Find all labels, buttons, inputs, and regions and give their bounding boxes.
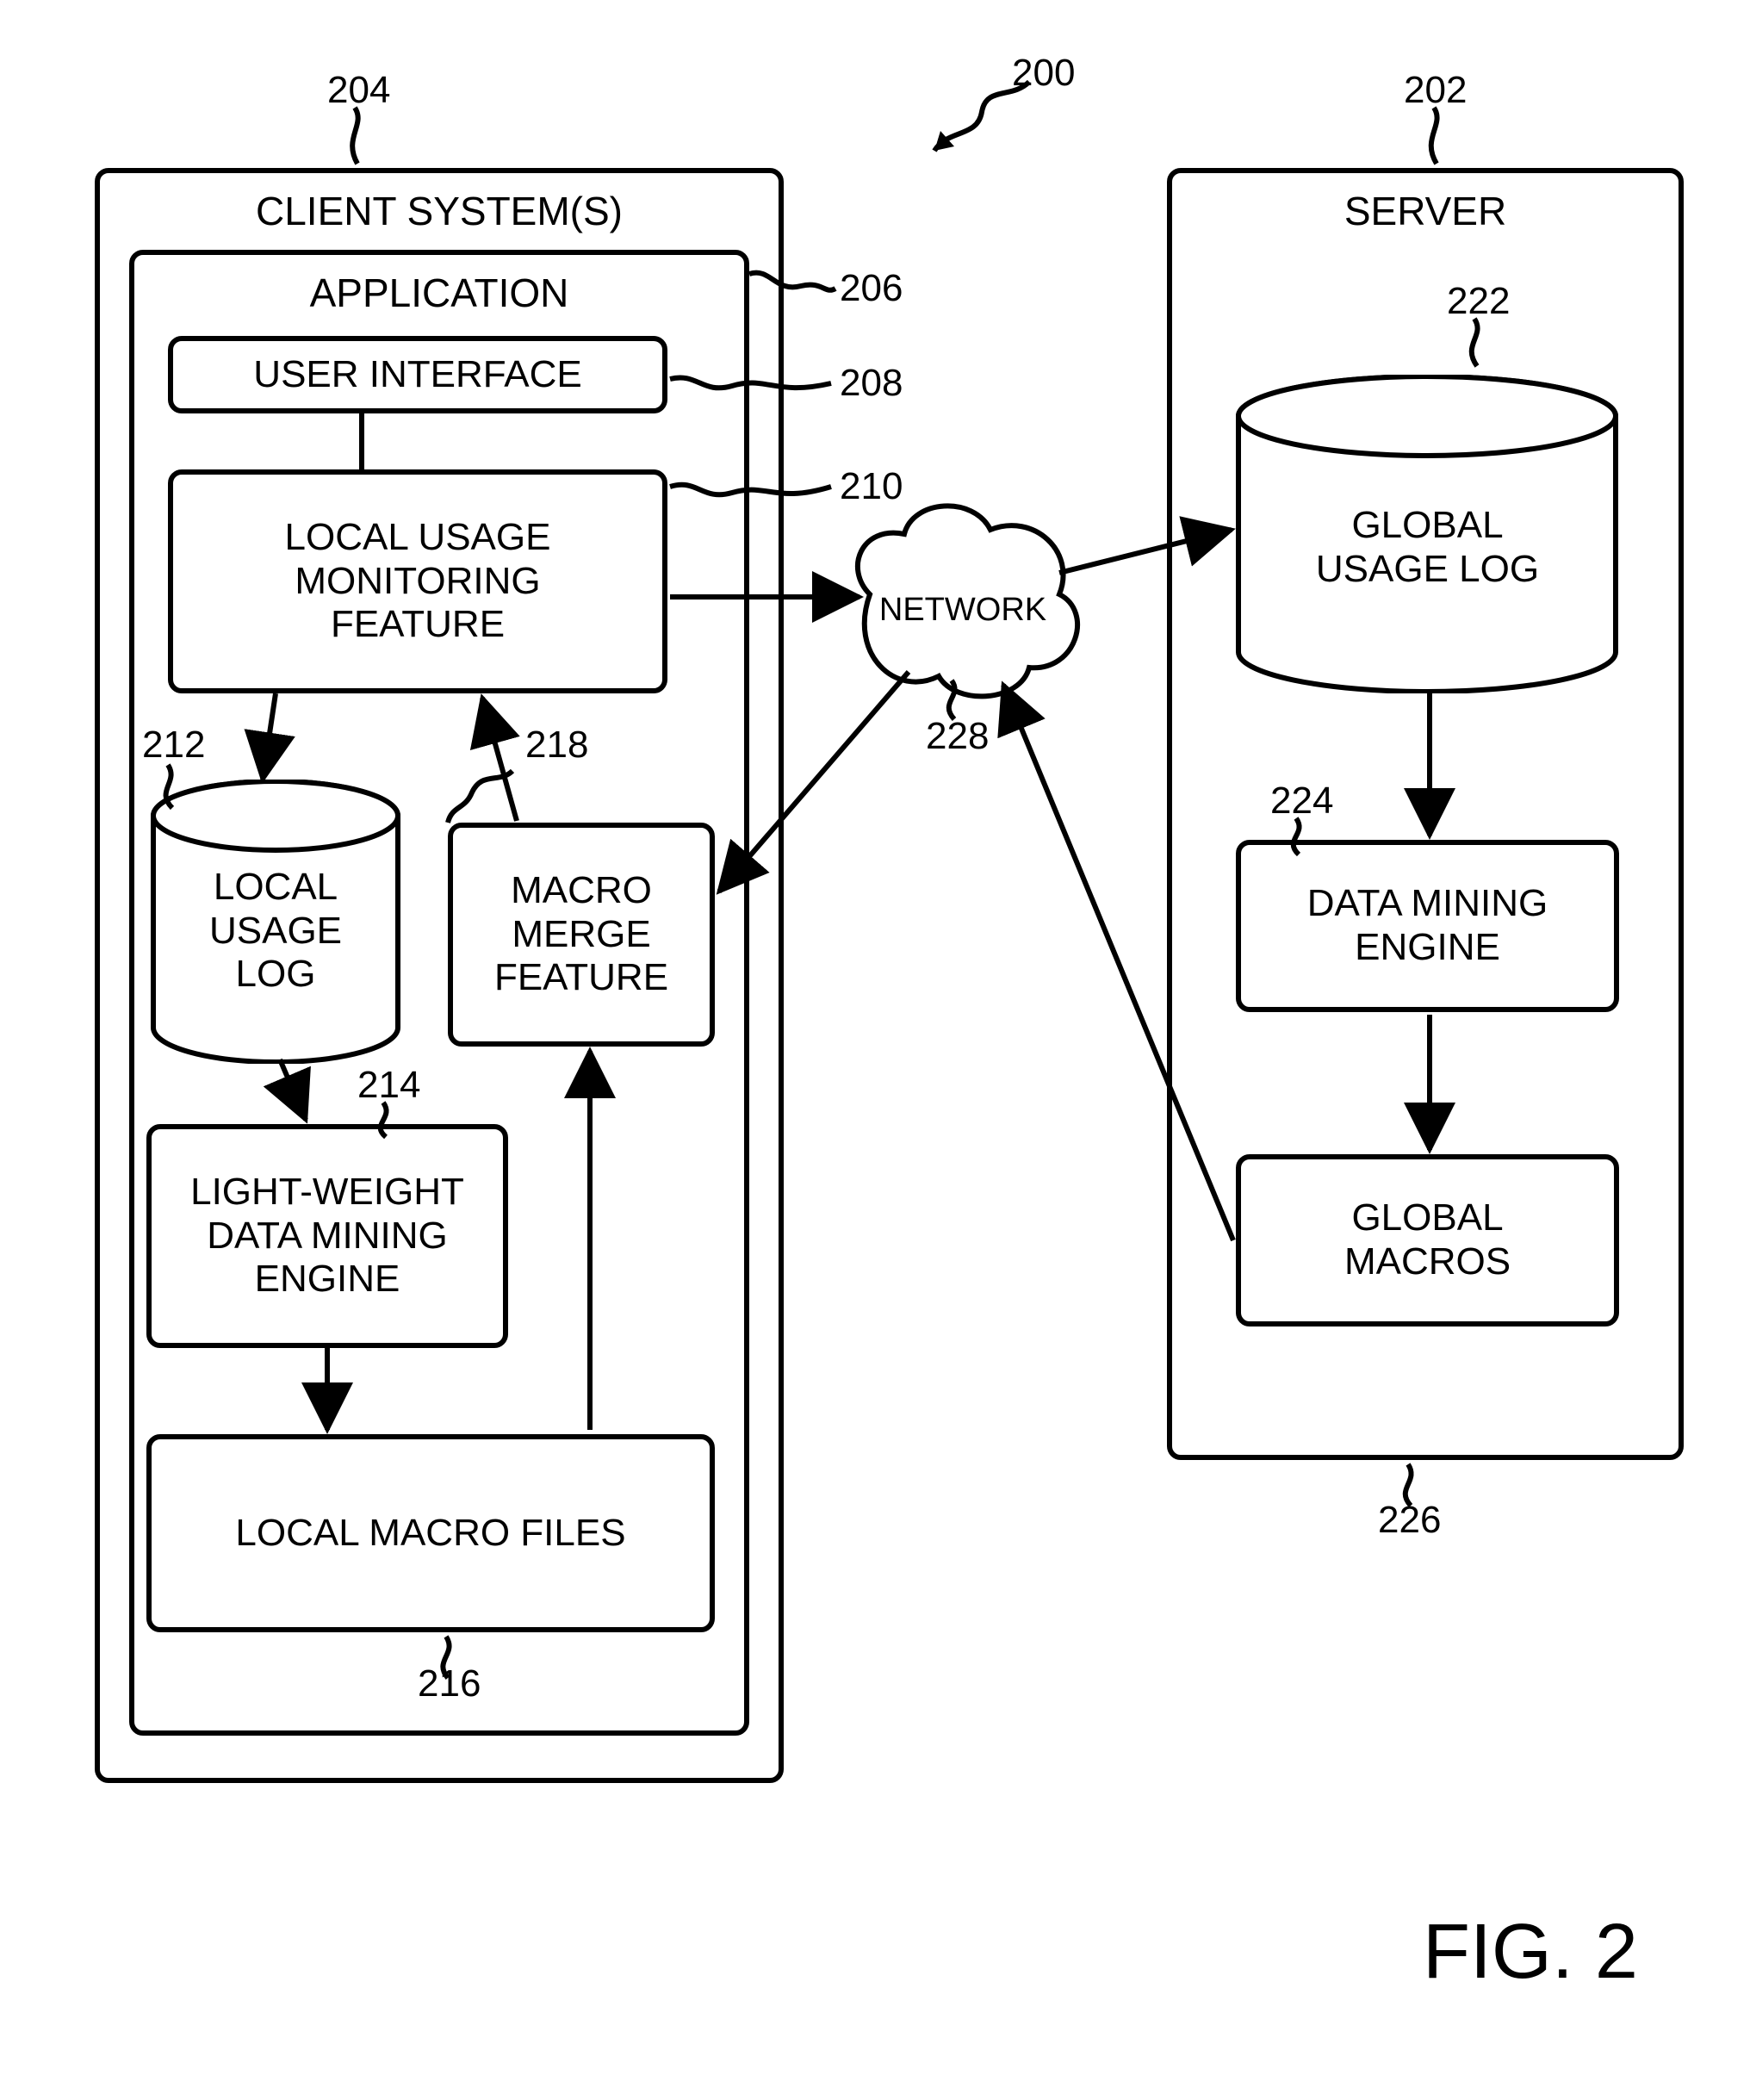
ref-202: 202 <box>1404 69 1467 112</box>
client-systems-title: CLIENT SYSTEM(S) <box>100 189 779 234</box>
local-usage-monitoring-box: LOCAL USAGE MONITORING FEATURE <box>168 469 667 693</box>
ref-222: 222 <box>1447 280 1510 323</box>
ref-224: 224 <box>1270 780 1333 823</box>
network-label: NETWORK <box>879 592 1046 628</box>
lw-data-mining-label: LIGHT-WEIGHT DATA MINING ENGINE <box>190 1171 464 1302</box>
user-interface-label: USER INTERFACE <box>253 353 581 397</box>
ref-218: 218 <box>525 724 588 767</box>
ref-208: 208 <box>840 362 903 405</box>
local-usage-monitoring-label: LOCAL USAGE MONITORING FEATURE <box>285 516 551 647</box>
local-usage-log-label: LOCAL USAGE LOG <box>151 866 400 997</box>
ref-210: 210 <box>840 465 903 508</box>
local-macro-files-label: LOCAL MACRO FILES <box>235 1512 625 1556</box>
ref-226: 226 <box>1378 1499 1441 1542</box>
ref-214: 214 <box>357 1064 420 1107</box>
local-usage-log-cylinder: LOCAL USAGE LOG <box>151 780 400 1064</box>
ref-204: 204 <box>327 69 390 112</box>
global-usage-log-cylinder: GLOBAL USAGE LOG <box>1236 375 1619 693</box>
data-mining-engine-label: DATA MINING ENGINE <box>1307 882 1548 969</box>
application-title: APPLICATION <box>134 270 744 316</box>
user-interface-box: USER INTERFACE <box>168 336 667 413</box>
network-cloud: NETWORK <box>858 506 1077 696</box>
diagram-root: CLIENT SYSTEM(S) APPLICATION USER INTERF… <box>0 0 1750 2100</box>
global-usage-log-label: GLOBAL USAGE LOG <box>1236 504 1619 591</box>
global-macros-label: GLOBAL MACROS <box>1344 1196 1511 1283</box>
lw-data-mining-box: LIGHT-WEIGHT DATA MINING ENGINE <box>146 1124 508 1348</box>
figure-caption: FIG. 2 <box>1423 1908 1638 1997</box>
macro-merge-label: MACRO MERGE FEATURE <box>494 869 668 1000</box>
local-macro-files-box: LOCAL MACRO FILES <box>146 1434 715 1632</box>
global-macros-box: GLOBAL MACROS <box>1236 1154 1619 1326</box>
ref-200: 200 <box>1012 52 1075 95</box>
server-title: SERVER <box>1172 189 1679 234</box>
data-mining-engine-box: DATA MINING ENGINE <box>1236 840 1619 1012</box>
ref-212: 212 <box>142 724 205 767</box>
ref-206: 206 <box>840 267 903 310</box>
ref-228: 228 <box>926 715 989 758</box>
ref-216: 216 <box>418 1662 481 1705</box>
macro-merge-box: MACRO MERGE FEATURE <box>448 823 715 1047</box>
